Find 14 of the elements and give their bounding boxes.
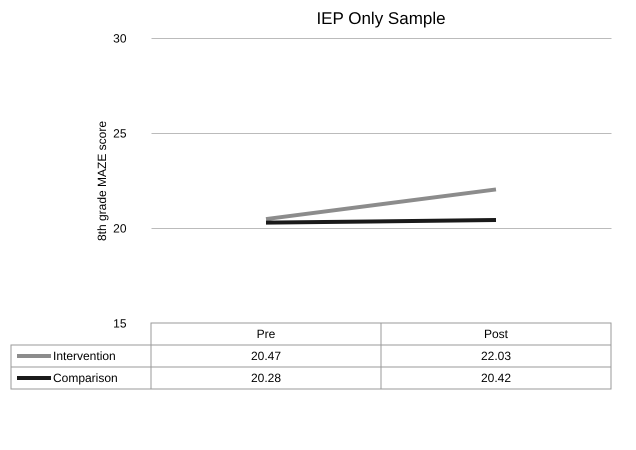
x-tick-label: Post (484, 327, 509, 341)
data-label: 20.28 (250, 371, 282, 385)
chart-title: IEP Only Sample (316, 9, 446, 28)
legend-label: Intervention (53, 349, 116, 363)
y-tick-label: 25 (113, 126, 127, 140)
data-label: 20.42 (480, 371, 512, 385)
x-tick-label: Pre (256, 327, 276, 341)
data-label: 22.03 (480, 349, 512, 363)
y-tick-label: 15 (113, 316, 127, 330)
legend-label: Comparison (53, 371, 118, 385)
y-axis-title: 8th grade MAZE score (95, 120, 110, 242)
y-tick-label: 20 (113, 222, 127, 236)
y-tick-label: 30 (113, 32, 127, 46)
data-label: 20.47 (250, 349, 282, 363)
